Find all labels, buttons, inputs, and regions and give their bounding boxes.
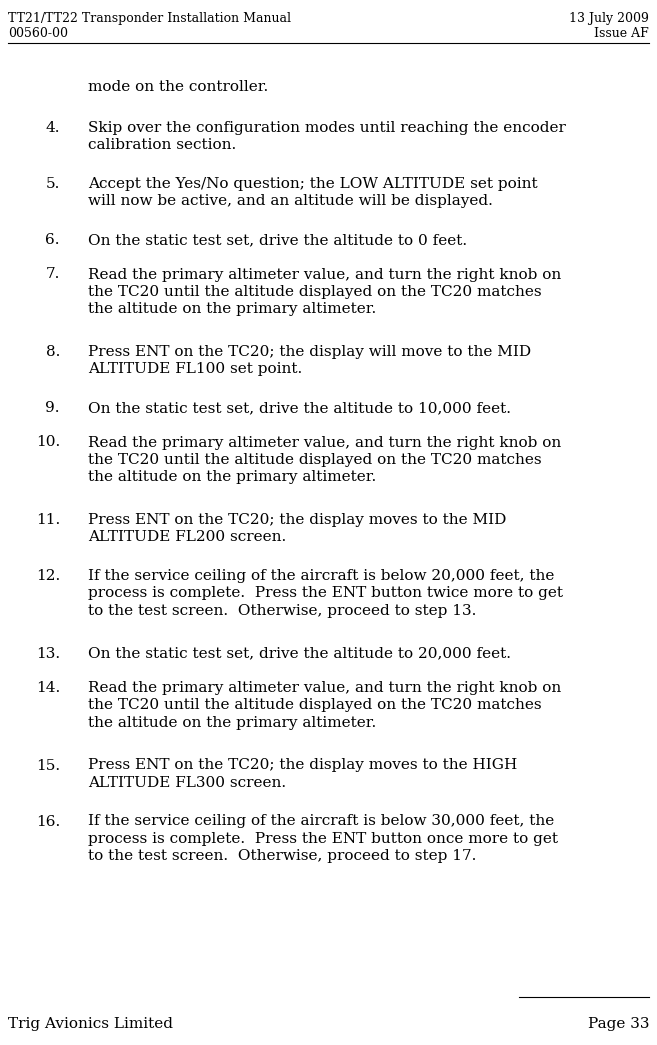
Text: Read the primary altimeter value, and turn the right knob on
the TC20 until the : Read the primary altimeter value, and tu… (88, 436, 561, 484)
Text: 5.: 5. (45, 177, 60, 191)
Text: Press ENT on the TC20; the display moves to the MID
ALTITUDE FL200 screen.: Press ENT on the TC20; the display moves… (88, 513, 507, 544)
Text: Page 33: Page 33 (587, 1017, 649, 1031)
Text: 6.: 6. (45, 233, 60, 247)
Text: If the service ceiling of the aircraft is below 20,000 feet, the
process is comp: If the service ceiling of the aircraft i… (88, 568, 563, 618)
Text: 16.: 16. (35, 814, 60, 829)
Text: On the static test set, drive the altitude to 20,000 feet.: On the static test set, drive the altitu… (88, 647, 511, 660)
Text: Skip over the configuration modes until reaching the encoder
calibration section: Skip over the configuration modes until … (88, 121, 566, 153)
Text: 9.: 9. (45, 401, 60, 415)
Text: TT21/TT22 Transponder Installation Manual: TT21/TT22 Transponder Installation Manua… (8, 11, 291, 25)
Text: 14.: 14. (35, 681, 60, 695)
Text: 00560-00: 00560-00 (8, 27, 68, 40)
Text: Press ENT on the TC20; the display moves to the HIGH
ALTITUDE FL300 screen.: Press ENT on the TC20; the display moves… (88, 759, 517, 790)
Text: mode on the controller.: mode on the controller. (88, 80, 268, 94)
Text: Trig Avionics Limited: Trig Avionics Limited (8, 1017, 173, 1031)
Text: 13 July 2009: 13 July 2009 (569, 11, 649, 25)
Text: 12.: 12. (35, 568, 60, 583)
Text: 4.: 4. (45, 121, 60, 135)
Text: 11.: 11. (35, 513, 60, 527)
Text: Accept the Yes/No question; the LOW ALTITUDE set point
will now be active, and a: Accept the Yes/No question; the LOW ALTI… (88, 177, 537, 208)
Text: If the service ceiling of the aircraft is below 30,000 feet, the
process is comp: If the service ceiling of the aircraft i… (88, 814, 558, 863)
Text: On the static test set, drive the altitude to 0 feet.: On the static test set, drive the altitu… (88, 233, 467, 247)
Text: 7.: 7. (45, 268, 60, 281)
Text: 13.: 13. (36, 647, 60, 660)
Text: Read the primary altimeter value, and turn the right knob on
the TC20 until the : Read the primary altimeter value, and tu… (88, 681, 561, 729)
Text: Press ENT on the TC20; the display will move to the MID
ALTITUDE FL100 set point: Press ENT on the TC20; the display will … (88, 345, 531, 376)
Text: 10.: 10. (35, 436, 60, 449)
Text: Issue AF: Issue AF (594, 27, 649, 40)
Text: Read the primary altimeter value, and turn the right knob on
the TC20 until the : Read the primary altimeter value, and tu… (88, 268, 561, 316)
Text: 15.: 15. (36, 759, 60, 772)
Text: On the static test set, drive the altitude to 10,000 feet.: On the static test set, drive the altitu… (88, 401, 511, 415)
Text: 8.: 8. (45, 345, 60, 359)
